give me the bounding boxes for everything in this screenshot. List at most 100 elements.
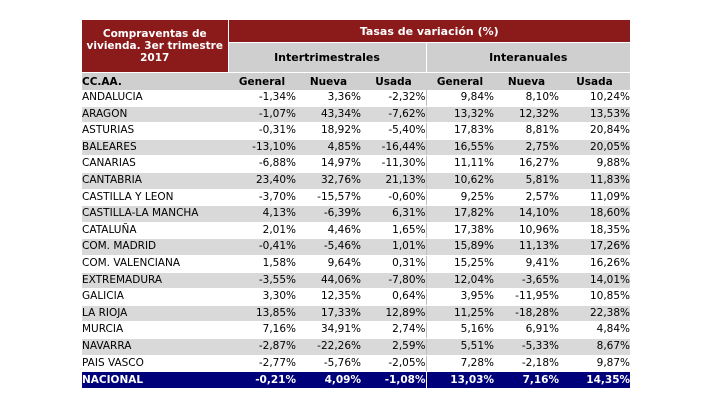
- value-cell: 5,51%: [426, 338, 494, 356]
- value-cell: 0,64%: [361, 288, 427, 306]
- region-cell: ASTURIAS: [82, 122, 228, 140]
- value-cell: -22,26%: [296, 338, 361, 356]
- table-row: CANARIAS -6,88% 14,97% -11,30% 11,11% 16,27% 9…: [82, 155, 631, 173]
- total-row: NACIONAL -0,21% 4,09% -1,08% 13,03% 7,16…: [82, 371, 631, 389]
- region-cell: PAIS VASCO: [82, 355, 228, 373]
- value-cell: -5,40%: [361, 122, 427, 140]
- total-cell: 7,16%: [494, 371, 559, 389]
- column-header-row: CC.AA. General Nueva Usada General Nueva…: [82, 72, 631, 90]
- intertrimestrales-header: Intertrimestrales: [228, 42, 427, 73]
- value-cell: -0,41%: [228, 238, 296, 256]
- value-cell: -5,76%: [296, 355, 361, 373]
- value-cell: -0,31%: [228, 122, 296, 140]
- value-cell: -15,57%: [296, 189, 361, 207]
- value-cell: -6,88%: [228, 155, 296, 173]
- value-cell: 5,81%: [494, 172, 559, 190]
- region-cell: EXTREMADURA: [82, 272, 228, 290]
- value-cell: 3,30%: [228, 288, 296, 306]
- value-cell: -2,05%: [361, 355, 427, 373]
- region-cell: CANARIAS: [82, 155, 228, 173]
- value-cell: 1,65%: [361, 222, 427, 240]
- value-cell: 1,01%: [361, 238, 427, 256]
- value-cell: 17,82%: [426, 205, 494, 223]
- value-cell: 1,58%: [228, 255, 296, 273]
- interanuales-header: Interanuales: [426, 42, 631, 73]
- value-cell: -5,33%: [494, 338, 559, 356]
- column-header-usada-anual: Usada: [559, 72, 631, 90]
- value-cell: -2,18%: [494, 355, 559, 373]
- value-cell: -7,80%: [361, 272, 427, 290]
- value-cell: 8,67%: [559, 338, 631, 356]
- total-cell: 4,09%: [296, 371, 361, 389]
- table-row: MURCIA 7,16% 34,91% 2,74% 5,16% 6,91% 4,84%: [82, 321, 631, 339]
- value-cell: 44,06%: [296, 272, 361, 290]
- table-title: Compraventas de vivienda. 3er trimestre …: [82, 20, 229, 73]
- value-cell: 11,11%: [426, 155, 494, 173]
- table-row: ASTURIAS -0,31% 18,92% -5,40% 17,83% 8,81% 20,…: [82, 122, 631, 140]
- column-header-usada-inter: Usada: [361, 72, 426, 90]
- value-cell: 11,13%: [494, 238, 559, 256]
- value-cell: 5,16%: [426, 321, 494, 339]
- column-header-general-anual: General: [426, 72, 494, 90]
- region-cell: MURCIA: [82, 321, 228, 339]
- table-row: CASTILLA Y LEON -3,70% -15,57% -0,60% 9,25% 2…: [82, 189, 631, 207]
- compraventas-table: Compraventas de vivienda. 3er trimestre …: [82, 20, 631, 389]
- region-cell: CATALUÑA: [82, 222, 228, 240]
- value-cell: -1,34%: [228, 90, 296, 107]
- value-cell: 17,26%: [559, 238, 631, 256]
- value-cell: 13,53%: [559, 106, 631, 124]
- table-body: ANDALUCIA -1,34% 3,36% -2,32% 9,84% 8,10% 10,2…: [82, 90, 631, 373]
- value-cell: 12,89%: [361, 305, 427, 323]
- value-cell: 4,46%: [296, 222, 361, 240]
- value-cell: 14,01%: [559, 272, 631, 290]
- value-cell: -1,07%: [228, 106, 296, 124]
- total-cell: 13,03%: [426, 371, 494, 389]
- value-cell: 10,24%: [559, 90, 631, 107]
- value-cell: -6,39%: [296, 205, 361, 223]
- value-cell: 17,38%: [426, 222, 494, 240]
- table-row: NAVARRA -2,87% -22,26% 2,59% 5,51% -5,33% 8,67…: [82, 338, 631, 356]
- value-cell: -2,77%: [228, 355, 296, 373]
- total-cell: -0,21%: [228, 371, 296, 389]
- region-cell: LA RIOJA: [82, 305, 228, 323]
- region-cell: BALEARES: [82, 139, 228, 157]
- value-cell: 12,32%: [494, 106, 559, 124]
- total-cell: -1,08%: [361, 371, 427, 389]
- value-cell: 9,88%: [559, 155, 631, 173]
- value-cell: 20,05%: [559, 139, 631, 157]
- value-cell: 6,91%: [494, 321, 559, 339]
- value-cell: -18,28%: [494, 305, 559, 323]
- value-cell: 13,32%: [426, 106, 494, 124]
- region-cell: NAVARRA: [82, 338, 228, 356]
- value-cell: 16,26%: [559, 255, 631, 273]
- value-cell: -16,44%: [361, 139, 427, 157]
- table-row: CATALUÑA 2,01% 4,46% 1,65% 17,38% 10,96% 18,35…: [82, 222, 631, 240]
- value-cell: 11,25%: [426, 305, 494, 323]
- region-cell: ANDALUCIA: [82, 90, 228, 107]
- value-cell: 23,40%: [228, 172, 296, 190]
- value-cell: -5,46%: [296, 238, 361, 256]
- table-row: PAIS VASCO -2,77% -5,76% -2,05% 7,28% -2,18% 9…: [82, 355, 631, 373]
- value-cell: 18,35%: [559, 222, 631, 240]
- value-cell: 9,64%: [296, 255, 361, 273]
- value-cell: 4,84%: [559, 321, 631, 339]
- table-row: CASTILLA-LA MANCHA 4,13% -6,39% 6,31% 17,82%…: [82, 205, 631, 223]
- value-cell: -3,65%: [494, 272, 559, 290]
- value-cell: 12,35%: [296, 288, 361, 306]
- value-cell: 18,60%: [559, 205, 631, 223]
- value-cell: 9,25%: [426, 189, 494, 207]
- table-row: ANDALUCIA -1,34% 3,36% -2,32% 9,84% 8,10% 10,2…: [82, 90, 631, 107]
- column-header-nueva-inter: Nueva: [296, 72, 361, 90]
- value-cell: 18,92%: [296, 122, 361, 140]
- value-cell: 2,75%: [494, 139, 559, 157]
- value-cell: 9,41%: [494, 255, 559, 273]
- value-cell: 43,34%: [296, 106, 361, 124]
- region-cell: GALICIA: [82, 288, 228, 306]
- value-cell: 17,83%: [426, 122, 494, 140]
- value-cell: 6,31%: [361, 205, 427, 223]
- value-cell: 0,31%: [361, 255, 427, 273]
- table-row: LA RIOJA 13,85% 17,33% 12,89% 11,25% -18,28% 2…: [82, 305, 631, 323]
- table-row: COM. VALENCIANA 1,58% 9,64% 0,31% 15,25% 9,41…: [82, 255, 631, 273]
- value-cell: 21,13%: [361, 172, 427, 190]
- total-cell: 14,35%: [559, 371, 631, 389]
